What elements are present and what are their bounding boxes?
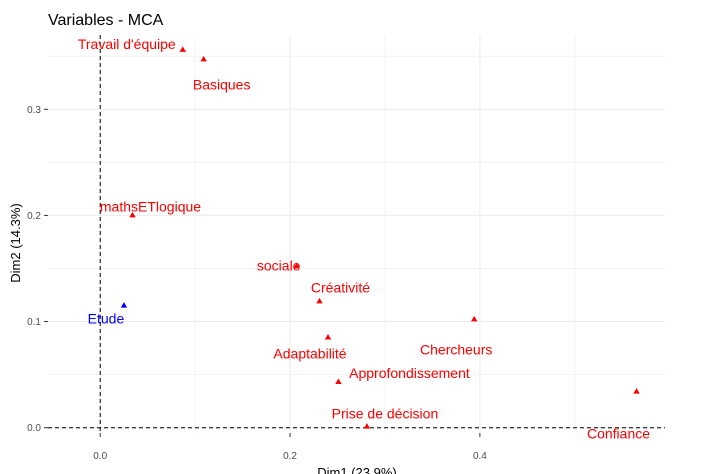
point-marker — [129, 211, 136, 218]
x-tick-label: 0.2 — [283, 451, 297, 462]
point-marker — [200, 55, 207, 62]
y-tick-label: 0.1 — [27, 317, 41, 328]
point-marker — [179, 46, 186, 52]
reference-lines — [48, 35, 665, 433]
point-label: Prise de décision — [332, 406, 439, 422]
y-axis-ticks: 0.0 0.1 0.2 0.3 — [27, 105, 48, 434]
point-marker — [633, 388, 640, 394]
point-label: Approfondissement — [349, 365, 470, 381]
point-label: Basiques — [193, 76, 251, 92]
point-label: Chercheurs — [420, 341, 492, 357]
point-marker — [335, 378, 342, 385]
point-marker — [324, 333, 332, 340]
point-labels: Travail d'équipe Basiques mathsETlogique so… — [78, 36, 650, 442]
point-label: sociale — [257, 257, 301, 273]
point-label: Etude — [88, 311, 125, 327]
x-axis-title: Dim1 (23.9%) — [317, 465, 396, 474]
point-label: Adaptabilité — [273, 345, 346, 361]
point-label: mathsETlogique — [100, 198, 201, 214]
point-marker — [293, 262, 300, 269]
y-tick-label: 0.3 — [27, 105, 41, 116]
point-label: Travail d'équipe — [78, 36, 176, 52]
point-label: Confiance — [587, 426, 650, 442]
x-axis-ticks: 0.0 0.2 0.4 — [93, 433, 487, 462]
x-tick-label: 0.0 — [93, 451, 107, 462]
point-label: Créativité — [311, 279, 370, 295]
data-points — [120, 46, 640, 429]
y-tick-label: 0.0 — [27, 423, 41, 434]
point-marker — [363, 423, 371, 429]
chart-title: Variables - MCA — [48, 12, 164, 29]
point-marker — [316, 297, 323, 304]
y-axis-title: Dim2 (14.3%) — [8, 203, 23, 282]
point-marker — [120, 302, 128, 308]
grid-major — [48, 35, 665, 433]
grid-minor — [48, 35, 665, 433]
x-tick-label: 0.4 — [473, 451, 487, 462]
point-marker — [471, 315, 478, 322]
y-tick-label: 0.2 — [27, 211, 41, 222]
